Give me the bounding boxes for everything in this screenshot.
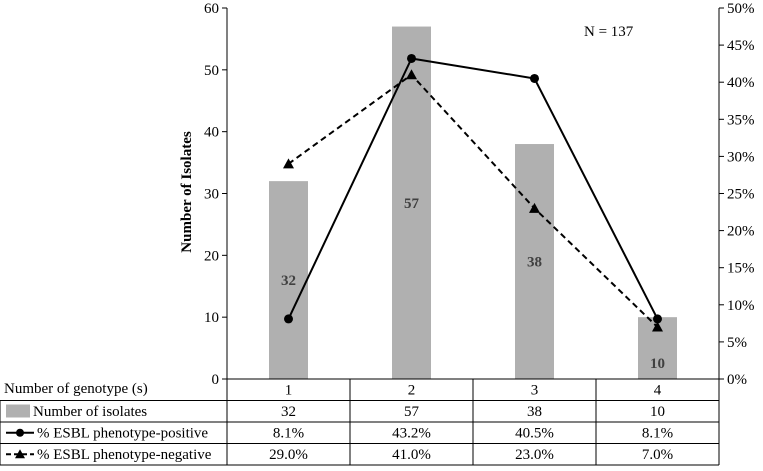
bar-label-1: 32 [281,273,296,289]
legend-key-marker [16,428,24,437]
table-cell: 10 [650,404,665,420]
series-2-point [652,321,663,332]
left-tick-label: 20 [204,248,219,264]
right-tick-label: 15% [727,261,755,277]
series-2-point [283,158,294,169]
right-tick-label: 45% [727,38,755,54]
table-cell: 32 [281,404,296,420]
right-tick-label: 30% [727,149,755,165]
table-cell: 43.2% [392,426,431,442]
category-label-4: 4 [654,383,662,399]
left-tick-label: 50 [204,63,219,79]
table-cell: 41.0% [392,447,431,463]
y-axis-title: Number of Isolates [179,131,195,253]
lines-layer [283,53,663,332]
series-2-point [529,202,540,213]
series-2-point [406,69,417,80]
n-annotation: N = 137 [584,24,634,40]
bar-label-3: 38 [527,255,542,271]
category-label-3: 3 [531,383,539,399]
bar-1 [269,181,308,379]
series-1-point [530,73,539,83]
series-1-point [284,314,293,324]
series-1-point [653,314,662,324]
table-cell: 8.1% [273,426,304,442]
data-table: 1 2 3 4 Number of isolates 32 57 38 10 % ESBL phe… [0,378,720,466]
right-tick-label: 35% [727,112,755,128]
right-tick-label: 50% [727,1,755,17]
left-tick-label: 0 [212,372,220,388]
right-tick-label: 25% [727,187,755,203]
left-tick-label: 30 [204,187,219,203]
right-tick-label: 20% [727,224,755,240]
legend-label-2: % ESBL phenotype-positive [37,426,208,442]
right-tick-label: 5% [727,335,747,351]
right-tick-label: 0% [727,372,747,388]
right-tick-label: 10% [727,298,755,314]
series-1-point [407,53,416,63]
bar-label-2: 57 [404,196,420,212]
legend-label-1: Number of isolates [33,404,147,420]
left-tick-label: 40 [204,125,219,141]
table-cell: 23.0% [515,447,554,463]
legend-key-marker [15,449,25,459]
left-tick-label: 10 [204,310,219,326]
legend-key-bar [6,404,30,418]
table-cell: 7.0% [642,447,673,463]
table-cell: 38 [527,404,542,420]
left-tick-label: 60 [204,1,219,17]
x-axis-title: Number of genotype (s) [4,381,148,397]
category-label-2: 2 [408,383,416,399]
bar-3 [515,144,554,379]
legend-label-3: % ESBL phenotype-negative [37,447,212,463]
table-cell: 57 [404,404,420,420]
category-label-1: 1 [285,383,293,399]
bars-layer: 32 57 38 10 [269,26,677,380]
series-line-2 [287,73,659,328]
right-tick-label: 40% [727,75,755,91]
table-cell: 29.0% [269,447,308,463]
axes-layer: 0 10 20 30 40 50 60 0% 5% 10% 15% 20% 25% 30% 35% 40% 45… [204,1,755,388]
bar-label-4: 10 [650,356,665,372]
table-cell: 8.1% [642,426,673,442]
series-line-1 [287,57,659,320]
table-cell: 40.5% [515,426,554,442]
